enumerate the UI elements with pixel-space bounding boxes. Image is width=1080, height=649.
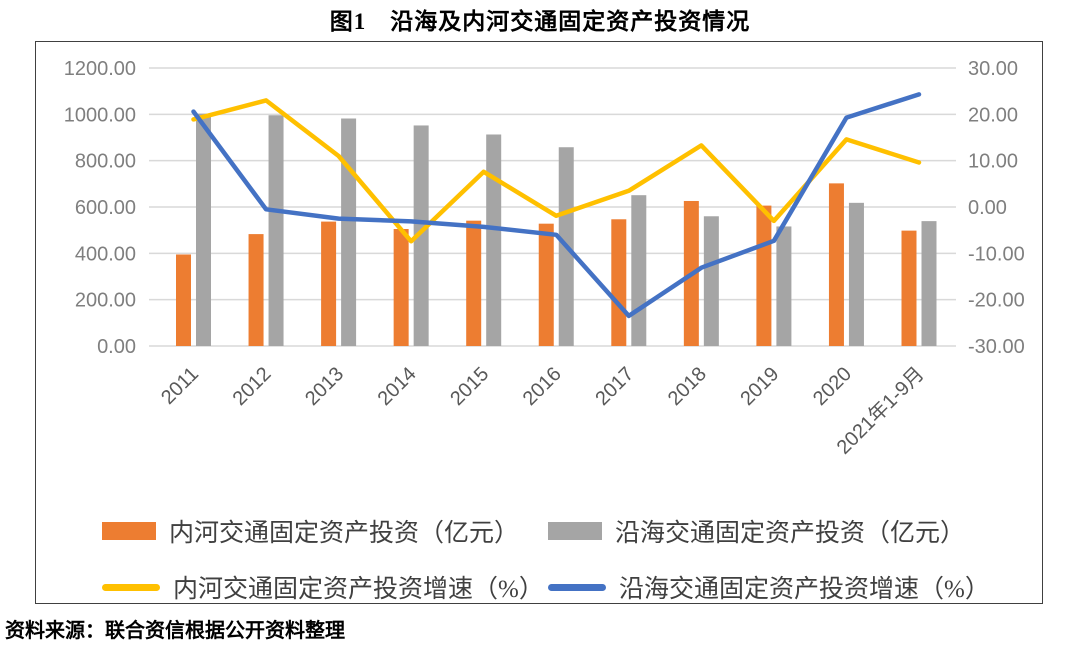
left-axis-tick: 200.00	[75, 290, 136, 312]
legend-item-coastal-growth: 沿海交通固定资产投资增速（%）	[548, 569, 990, 605]
inland-investment-bar-2015	[466, 220, 482, 346]
inland-investment-bar-2017	[611, 219, 627, 346]
x-axis-label-2012: 2012	[229, 363, 276, 410]
x-axis-label-2018: 2018	[664, 363, 711, 410]
legend-label: 沿海交通固定资产投资增速（%）	[619, 576, 990, 603]
legend-item-coastal-investment: 沿海交通固定资产投资（亿元）	[548, 513, 990, 549]
inland-investment-bar-2019	[756, 205, 772, 346]
x-axis-label-2017: 2017	[591, 363, 638, 410]
coastal-investment-bar-2018	[703, 216, 719, 346]
inland-growth-swatch-icon	[102, 583, 160, 591]
coastal-investment-bar-2014	[413, 125, 429, 346]
inland-investment-bar-2020	[828, 183, 844, 346]
coastal-investment-bar-2011	[196, 113, 211, 346]
right-axis-tick: 20.00	[968, 104, 1018, 126]
chart-title: 图1 沿海及内河交通固定资产投资情况	[329, 9, 751, 34]
inland-investment-bar-2011	[176, 254, 191, 346]
inland-investment-bar-2014	[393, 229, 409, 346]
legend: 内河交通固定资产投资（亿元） 沿海交通固定资产投资（亿元） 内河交通固定资产投资…	[102, 513, 990, 605]
left-axis-tick: 800.00	[75, 151, 136, 173]
inland-investment-bar-2021年1-9月	[901, 230, 917, 346]
left-axis-tick: 600.00	[75, 197, 136, 219]
left-axis-tick: 1200.00	[64, 58, 136, 80]
inland-investment-bar-2012	[248, 234, 264, 346]
x-axis-label-2011: 2011	[157, 363, 203, 409]
coastal-investment-bar-2020	[848, 202, 864, 346]
left-axis-tick: 1000.00	[64, 104, 136, 126]
coastal-growth-swatch-icon	[548, 583, 606, 591]
coastal-investment-bar-2015	[486, 134, 502, 346]
legend-label: 内河交通固定资产投资增速（%）	[173, 576, 544, 603]
x-axis-label-2013: 2013	[301, 363, 348, 410]
left-axis-tick: 0.00	[97, 336, 136, 358]
coastal-investment-swatch-icon	[548, 522, 602, 540]
left-axis-tick: 400.00	[75, 243, 136, 265]
x-axis-label-2016: 2016	[519, 363, 566, 410]
coastal-investment-bar-2017	[631, 195, 647, 346]
right-axis-tick: 0.00	[968, 197, 1007, 219]
legend-item-inland-growth: 内河交通固定资产投资增速（%）	[102, 569, 548, 605]
x-axis-label-2020: 2020	[809, 363, 856, 410]
right-axis-tick: -20.00	[968, 290, 1025, 312]
x-axis-label-2014: 2014	[374, 363, 421, 410]
inland-investment-swatch-icon	[102, 522, 156, 540]
right-axis-tick: -30.00	[968, 336, 1025, 358]
right-axis-tick: -10.00	[968, 243, 1025, 265]
inland-investment-bar-2013	[321, 221, 337, 346]
coastal-investment-bar-2012	[268, 115, 284, 346]
coastal-investment-bar-2013	[341, 118, 357, 347]
legend-label: 内河交通固定资产投资（亿元）	[169, 520, 520, 547]
coastal-investment-bar-2021年1-9月	[921, 221, 937, 346]
chart-frame: 1200.00 1000.00 800.00 600.00 400.00 200.00 0.…	[35, 41, 1043, 604]
chart-plot: 1200.00 1000.00 800.00 600.00 400.00 200.00 0.…	[64, 58, 1025, 459]
source-note: 资料来源：联合资信根据公开资料整理	[5, 620, 345, 642]
inland-investment-bar-2016	[538, 223, 554, 346]
coastal-growth-line	[191, 92, 922, 319]
legend-item-inland-investment: 内河交通固定资产投资（亿元）	[102, 513, 548, 549]
right-axis-tick: 10.00	[968, 151, 1018, 173]
inland-growth-line	[191, 98, 922, 244]
right-axis-tick: 30.00	[968, 58, 1018, 80]
x-axis-label-2015: 2015	[446, 363, 493, 410]
x-axis-label-2019: 2019	[736, 363, 783, 410]
legend-label: 沿海交通固定资产投资（亿元）	[615, 520, 966, 547]
coastal-investment-bar-2019	[776, 226, 792, 346]
